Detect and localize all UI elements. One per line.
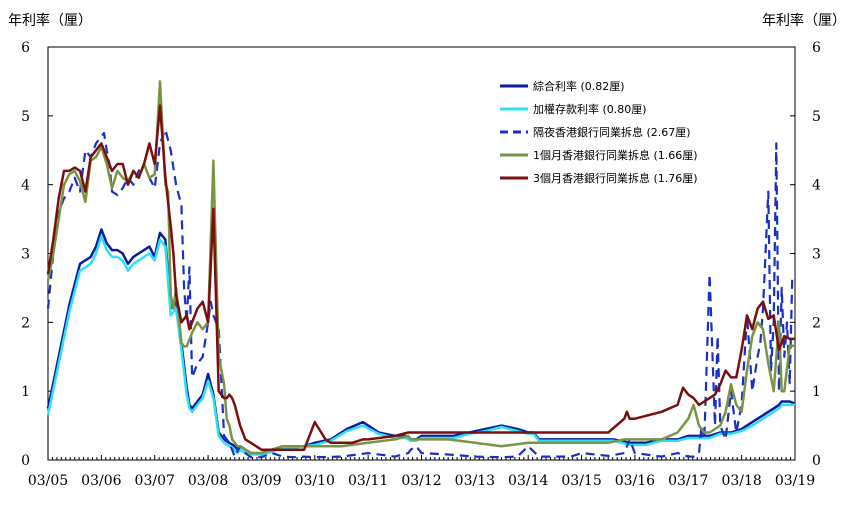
x-tick-label: 03/08: [188, 473, 228, 489]
series-lines: [46, 80, 796, 459]
x-axis-ticks: 03/05 03/06 03/07 03/08 03/09 03/10 03/11 03/12…: [28, 455, 815, 489]
y-tick-label-right: 5: [812, 109, 821, 125]
y-tick-label-right: 0: [812, 453, 821, 469]
y-tick-label-left: 1: [21, 384, 30, 400]
series-line-1: [46, 228, 796, 455]
x-tick-label: 03/19: [775, 473, 815, 489]
legend-label-3: 隔夜香港銀行同業拆息 (2.67厘): [533, 125, 691, 139]
left-axis-unit-label: 年利率（厘）: [8, 12, 92, 29]
y-axis-ticks: 0 0 1 1 2 2 3 3 4 4 5 5 6 6: [21, 40, 821, 469]
series-line-5: [46, 104, 795, 451]
series-line-2: [46, 235, 795, 456]
y-tick-label-right: 6: [812, 40, 821, 56]
series-line-3: [46, 128, 795, 459]
x-tick-label: 03/10: [295, 473, 335, 489]
x-tick-label: 03/14: [508, 473, 548, 489]
x-tick-label: 03/09: [241, 473, 281, 489]
x-tick-label: 03/15: [561, 473, 601, 489]
y-tick-label-left: 2: [21, 315, 30, 331]
x-tick-label: 03/05: [28, 473, 68, 489]
x-tick-label: 03/17: [668, 473, 708, 489]
right-axis-unit-label: 年利率（厘）: [762, 12, 846, 29]
y-tick-label-left: 6: [21, 40, 30, 56]
y-tick-label-right: 4: [812, 178, 821, 194]
x-tick-label: 03/12: [401, 473, 441, 489]
x-tick-label: 03/16: [615, 473, 655, 489]
legend-label-2: 加權存款利率 (0.80厘): [533, 102, 647, 116]
legend-label-5: 3個月香港銀行同業拆息 (1.76厘): [533, 171, 698, 185]
y-tick-label-right: 3: [812, 247, 821, 263]
y-tick-label-left: 5: [21, 109, 30, 125]
y-tick-label-left: 4: [21, 178, 30, 194]
x-tick-label: 03/07: [135, 473, 175, 489]
legend-label-1: 綜合利率 (0.82厘): [533, 79, 625, 93]
y-tick-label-right: 1: [812, 384, 821, 400]
x-tick-label: 03/18: [721, 473, 761, 489]
y-tick-label-left: 3: [21, 247, 30, 263]
x-tick-label: 03/13: [455, 473, 495, 489]
y-tick-label-right: 2: [812, 315, 821, 331]
y-tick-label-left: 0: [21, 453, 30, 469]
legend: 綜合利率 (0.82厘) 加權存款利率 (0.80厘) 隔夜香港銀行同業拆息 (2.…: [500, 79, 698, 185]
legend-label-4: 1個月香港銀行同業拆息 (1.66厘): [533, 148, 698, 162]
x-tick-label: 03/06: [81, 473, 121, 489]
x-tick-label: 03/11: [348, 473, 388, 489]
